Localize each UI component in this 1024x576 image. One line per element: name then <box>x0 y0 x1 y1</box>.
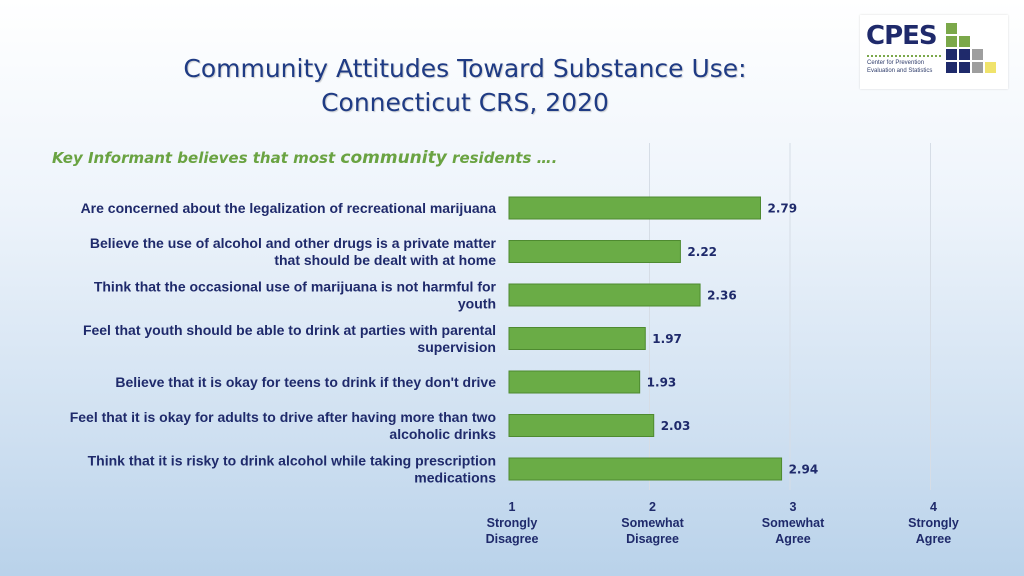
x-tick-label-4-line-2: Strongly <box>908 516 959 530</box>
value-label-5: 1.93 <box>647 376 677 390</box>
category-label-6-line-1: Feel that it is okay for adults to drive… <box>70 409 496 425</box>
value-label-2: 2.22 <box>687 245 717 259</box>
x-tick-label-1: 1 Strongly Disagree <box>486 500 539 546</box>
value-label-3: 2.36 <box>707 289 737 303</box>
value-label-1: 2.79 <box>767 202 797 216</box>
category-label-3-line-1: Think that the occasional use of marijua… <box>94 279 497 295</box>
x-tick-label-1-line-3: Disagree <box>486 532 539 546</box>
logo-subtext: Center for Prevention Evaluation and Sta… <box>867 59 947 75</box>
logo-subtext-line-1: Center for Prevention <box>867 60 925 66</box>
x-tick-label-2: 2 Somewhat Disagree <box>621 500 684 546</box>
bar-4 <box>508 327 646 350</box>
subtitle-suffix: residents …. <box>446 149 558 167</box>
bar-3 <box>508 283 701 307</box>
category-label-4-line-1: Feel that youth should be able to drink … <box>83 322 496 338</box>
chart-title-line-2: Connecticut CRS, 2020 <box>321 88 609 117</box>
category-label-4: Feel that youth should be able to drink … <box>83 322 496 355</box>
x-tick-label-2-line-3: Disagree <box>626 532 679 546</box>
logo-subtext-line-2: Evaluation and Statistics <box>867 68 933 74</box>
chart-subtitle: Key Informant believes that most communi… <box>52 148 557 168</box>
x-tick-label-4-line-1: 4 <box>930 500 937 514</box>
category-label-6: Feel that it is okay for adults to drive… <box>70 409 497 442</box>
chart-title-line-1: Community Attitudes Toward Substance Use… <box>183 54 747 83</box>
value-label-6: 2.03 <box>661 419 691 433</box>
category-label-4-line-2: supervision <box>417 339 496 355</box>
x-tick-label-3-line-2: Somewhat <box>762 516 825 530</box>
x-tick-label-3-line-3: Agree <box>775 532 810 546</box>
category-label-6-line-2: alcoholic drinks <box>389 426 496 442</box>
x-tick-label-4-line-3: Agree <box>916 532 951 546</box>
category-label-5: Believe that it is okay for teens to dri… <box>115 374 496 390</box>
category-label-2-line-1: Believe the use of alcohol and other dru… <box>90 235 497 251</box>
category-label-1-line-1: Are concerned about the legalization of … <box>81 200 497 216</box>
x-tick-label-3-line-1: 3 <box>790 500 797 514</box>
category-label-2-line-2: that should be dealt with at home <box>274 252 496 268</box>
category-label-1: Are concerned about the legalization of … <box>81 200 497 216</box>
bar-7 <box>508 457 783 481</box>
value-label-7: 2.94 <box>789 463 819 477</box>
subtitle-prefix: Key Informant believes that most <box>52 149 341 167</box>
bar-1 <box>508 196 761 220</box>
cpes-logo: CPES Center for Prevention Evaluation an… <box>860 15 1008 89</box>
bar-6 <box>508 414 655 437</box>
value-label-4: 1.97 <box>652 332 682 346</box>
x-tick-label-2-line-1: 2 <box>649 500 656 514</box>
x-tick-label-2-line-2: Somewhat <box>621 516 684 530</box>
x-tick-label-4: 4 Strongly Agree <box>908 500 959 546</box>
chart-title: Community Attitudes Toward Substance Use… <box>130 52 800 120</box>
logo-wordmark: CPES <box>866 21 938 51</box>
category-label-3: Think that the occasional use of marijua… <box>94 279 497 312</box>
logo-divider <box>867 55 941 57</box>
subtitle-emphasis: community <box>340 148 447 168</box>
category-label-2: Believe the use of alcohol and other dru… <box>90 235 497 268</box>
category-label-7-line-1: Think that it is risky to drink alcohol … <box>88 453 496 469</box>
category-label-3-line-2: youth <box>458 296 496 312</box>
x-tick-label-3: 3 Somewhat Agree <box>762 500 825 546</box>
category-label-5-line-1: Believe that it is okay for teens to dri… <box>115 374 496 390</box>
category-label-7-line-2: medications <box>414 470 496 486</box>
x-tick-label-1-line-2: Strongly <box>487 516 538 530</box>
bar-2 <box>508 240 681 263</box>
category-label-7: Think that it is risky to drink alcohol … <box>88 453 497 486</box>
bar-5 <box>508 370 641 394</box>
x-tick-label-1-line-1: 1 <box>509 500 516 514</box>
